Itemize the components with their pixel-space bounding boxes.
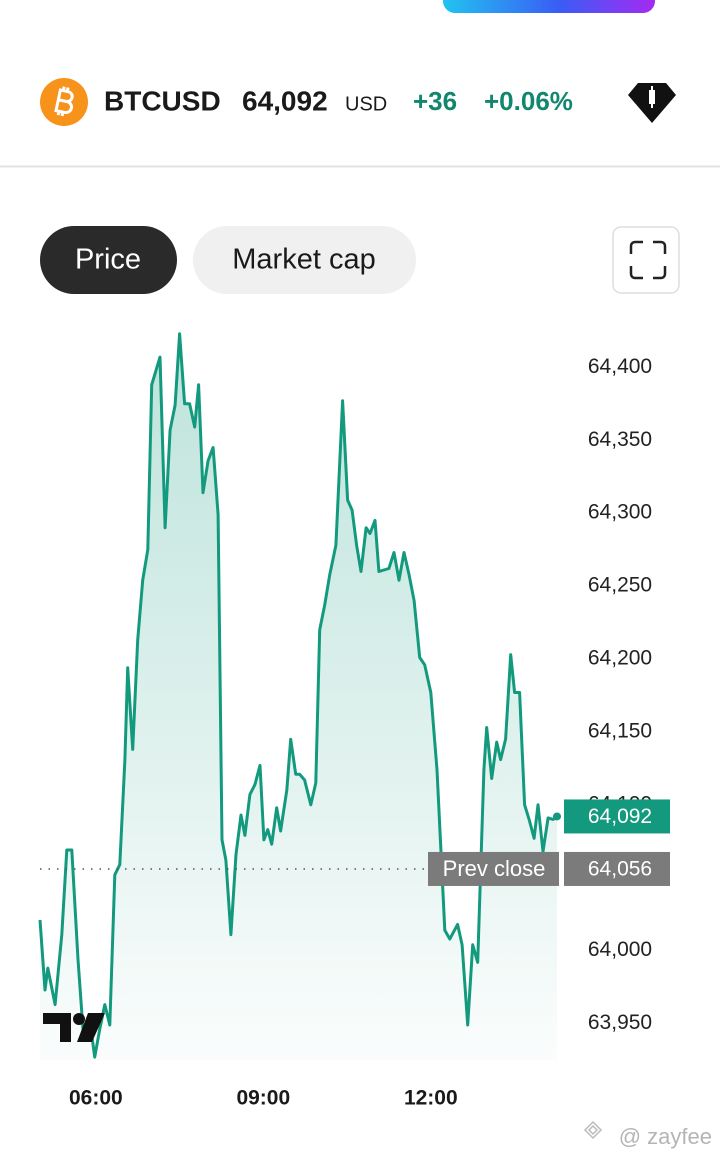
y-tick-label: 64,000 — [588, 938, 652, 961]
y-tick-label: 64,300 — [588, 501, 652, 524]
tab-price[interactable] — [40, 226, 177, 294]
price: 64,092 — [242, 85, 328, 116]
area-fill — [40, 333, 557, 1060]
x-tick-label: 12:00 — [404, 1087, 458, 1110]
y-tick-label: 64,350 — [588, 428, 652, 451]
symbol: BTCUSD — [104, 85, 221, 116]
tv-logo-part — [43, 1013, 71, 1042]
coin-glyph — [54, 86, 74, 117]
prev-close-value: 64,056 — [588, 858, 652, 881]
tab-label: Market cap — [232, 244, 375, 276]
last-point — [553, 812, 561, 821]
x-tick-label: 06:00 — [69, 1087, 123, 1110]
tab-label: Price — [75, 244, 141, 276]
change-percent: +0.06% — [484, 86, 573, 116]
tv-logo-part — [73, 1013, 85, 1025]
x-tick-label: 09:00 — [236, 1087, 290, 1110]
y-tick-label: 64,200 — [588, 647, 652, 670]
prev-close-value-box — [564, 851, 670, 886]
price-line — [38, 332, 558, 1059]
change: +36 — [413, 86, 457, 116]
y-tick-label: 63,950 — [588, 1011, 652, 1034]
y-tick-label: 64,250 — [588, 574, 652, 597]
currency: USD — [345, 93, 387, 115]
tv-logo-part — [77, 1013, 105, 1042]
fullscreen-icon — [629, 240, 667, 280]
chart: 63,95064,00064,10064,15064,20064,25064,3… — [38, 332, 670, 1110]
y-tick-label: 64,150 — [588, 719, 652, 742]
tv-logo — [43, 1013, 105, 1042]
prev-close-tag — [428, 851, 559, 886]
top-button[interactable] — [443, 0, 655, 13]
tab-market-cap[interactable] — [193, 226, 416, 294]
fullscreen-button[interactable] — [612, 226, 680, 294]
prev-close-label: Prev close — [443, 856, 546, 881]
watermark: @ zayfee — [619, 1124, 712, 1149]
y-tick-label: 64,400 — [588, 355, 652, 378]
watermark-icon — [583, 1120, 603, 1140]
last-price-box — [564, 799, 670, 834]
last-price-value: 64,092 — [588, 805, 652, 828]
header: BTCUSD 64,092 USD +36 +0.06% — [40, 78, 676, 126]
